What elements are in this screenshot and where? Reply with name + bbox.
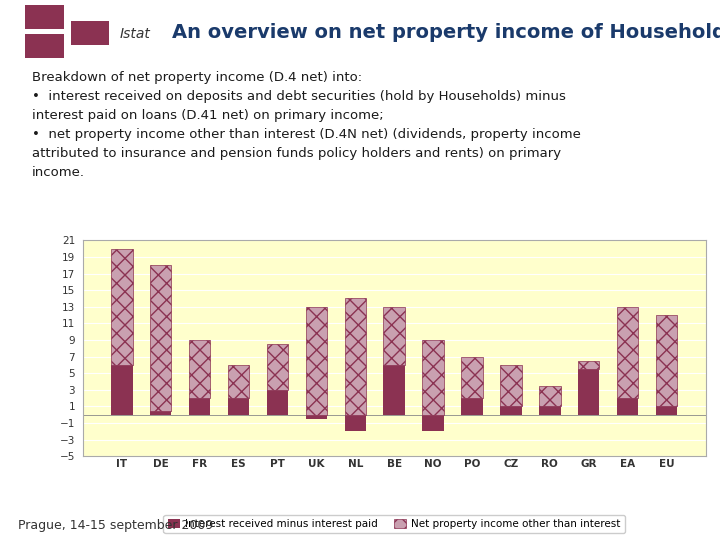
Text: Breakdown of net property income (D.4 net) into:
•  interest received on deposit: Breakdown of net property income (D.4 ne…: [32, 71, 581, 179]
Bar: [656, 407, 678, 415]
Bar: [345, 299, 366, 415]
Bar: [228, 365, 249, 398]
Bar: [345, 415, 366, 431]
Bar: [500, 407, 521, 415]
Bar: [539, 386, 561, 407]
Bar: [539, 407, 561, 415]
Bar: [267, 390, 288, 415]
Bar: [25, 33, 63, 58]
Bar: [384, 365, 405, 415]
Bar: [306, 307, 327, 415]
Bar: [111, 365, 132, 415]
Bar: [267, 344, 288, 390]
Bar: [150, 265, 171, 410]
Bar: [500, 365, 521, 407]
Bar: [71, 21, 109, 45]
Bar: [228, 398, 249, 415]
Text: An overview on net property income of Households: An overview on net property income of Ho…: [173, 23, 720, 42]
Bar: [423, 340, 444, 415]
Bar: [617, 398, 639, 415]
Bar: [462, 356, 482, 398]
Bar: [656, 315, 678, 407]
Bar: [189, 398, 210, 415]
Text: Prague, 14-15 september 2009: Prague, 14-15 september 2009: [18, 519, 213, 532]
Bar: [617, 307, 639, 398]
Ellipse shape: [0, 502, 23, 535]
Bar: [423, 415, 444, 431]
Bar: [111, 248, 132, 365]
Bar: [306, 415, 327, 419]
Bar: [150, 410, 171, 415]
Bar: [189, 340, 210, 398]
Bar: [384, 307, 405, 365]
Bar: [578, 361, 600, 369]
Text: Istat: Istat: [120, 26, 150, 40]
Bar: [578, 369, 600, 415]
Bar: [25, 4, 63, 29]
Legend: Interest received minus interest paid, Net property income other than interest: Interest received minus interest paid, N…: [163, 515, 625, 533]
Bar: [462, 398, 482, 415]
